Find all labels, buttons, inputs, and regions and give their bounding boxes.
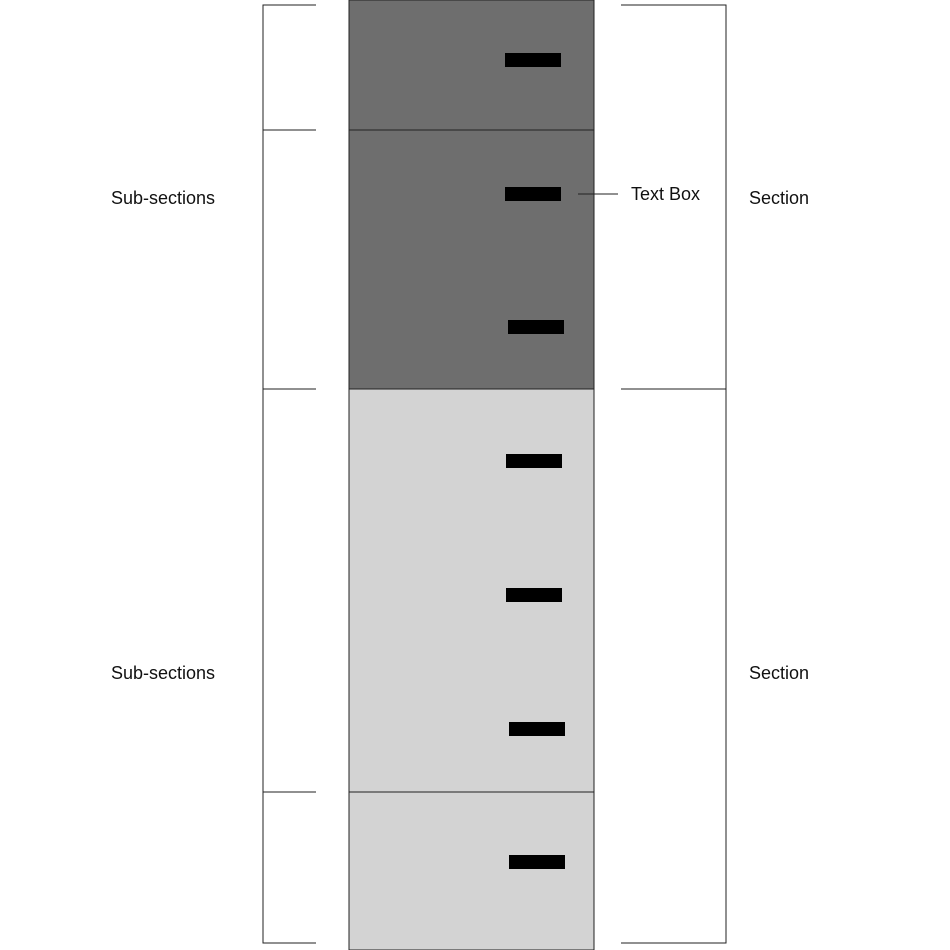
text-box-marker [505, 53, 561, 67]
subsections-label-top: Sub-sections [111, 188, 215, 208]
text-box-label: Text Box [631, 184, 700, 204]
section-bracket [621, 388, 727, 944]
section-label-bottom: Section [749, 663, 809, 683]
text-box-marker [509, 855, 565, 869]
text-box-marker [508, 320, 564, 334]
text-box-marker [506, 454, 562, 468]
text-box-marker [505, 187, 561, 201]
subsection-bracket [262, 4, 316, 131]
subsection-bracket [262, 130, 316, 390]
section-label-top: Section [749, 188, 809, 208]
subsections-label-bottom: Sub-sections [111, 663, 215, 683]
text-box-marker [506, 588, 562, 602]
text-box-marker [509, 722, 565, 736]
subsection-bracket [262, 388, 316, 793]
subsection-bracket [262, 792, 316, 944]
